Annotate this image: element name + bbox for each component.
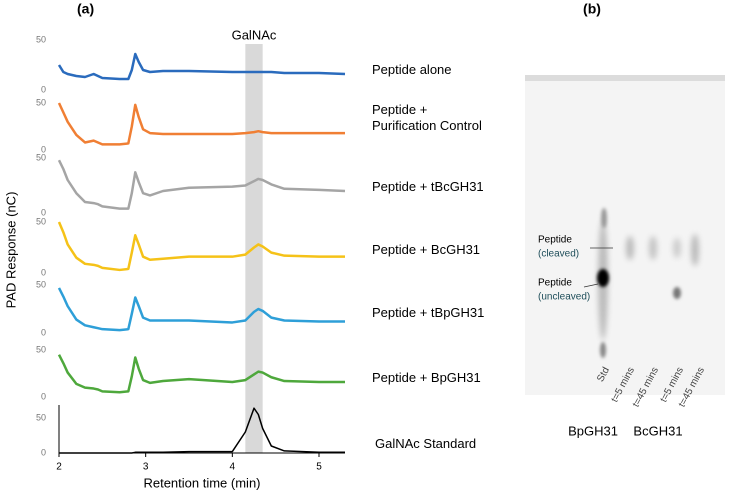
spot [673, 238, 681, 258]
trace [57, 102, 345, 146]
panel-label: (a) [77, 1, 94, 17]
marker-state: (uncleaved) [538, 292, 590, 303]
trace-label: GalNAc Standard [375, 436, 477, 451]
x-tick-label: 3 [143, 462, 149, 473]
x-tick-label: 4 [230, 462, 236, 473]
panel-label: (b) [583, 1, 601, 17]
marker-name: Peptide [538, 235, 572, 246]
tlc-plate [525, 75, 725, 395]
trace [57, 221, 345, 272]
trace-label: Peptide + BcGH31 [372, 242, 481, 257]
y-tick-label: 0 [41, 447, 46, 457]
plate-edge [525, 75, 725, 81]
trace-label: Peptide alone [372, 62, 452, 77]
trace [57, 52, 346, 81]
trace [57, 287, 345, 332]
spot [649, 236, 657, 260]
spot [597, 269, 609, 287]
group-label: BcGH31 [633, 423, 682, 438]
y-axis-label: PAD Response (nC) [3, 192, 18, 309]
y-tick-label: 50 [36, 344, 46, 354]
y-tick-label: 0 [41, 327, 46, 337]
y-tick-label: 50 [36, 279, 46, 289]
y-tick-label: 50 [36, 34, 46, 44]
x-tick-label: 5 [316, 462, 322, 473]
trace [57, 354, 345, 394]
y-tick-label: 0 [41, 267, 46, 277]
spot [601, 208, 607, 228]
y-tick-label: 50 [36, 216, 46, 226]
trace [57, 159, 346, 210]
marker-name: Peptide [538, 278, 572, 289]
trace [59, 407, 345, 454]
x-tick-label: 2 [56, 462, 62, 473]
y-tick-label: 50 [36, 97, 46, 107]
y-tick-label: 50 [36, 152, 46, 162]
trace-label: Peptide + tBpGH31 [372, 305, 485, 320]
plate [525, 75, 725, 395]
annotation: GalNAc [232, 27, 277, 42]
spot [673, 287, 681, 299]
y-tick-label: 0 [41, 84, 46, 94]
trace-label: Peptide + Purification Control [372, 102, 482, 133]
y-tick-label: 0 [41, 391, 46, 401]
y-tick-label: 0 [41, 144, 46, 154]
pointer [583, 283, 599, 288]
y-tick-label: 50 [36, 412, 46, 422]
spot [626, 236, 634, 260]
y-tick-label: 0 [41, 207, 46, 217]
spot [600, 342, 606, 358]
trace-label: Peptide + tBcGH31 [372, 179, 484, 194]
x-axis-label: Retention time (min) [143, 475, 260, 490]
trace-label: Peptide + BpGH31 [372, 370, 481, 385]
group-label: BpGH31 [568, 423, 618, 438]
spot [691, 234, 699, 266]
marker-state: (cleaved) [538, 249, 579, 260]
